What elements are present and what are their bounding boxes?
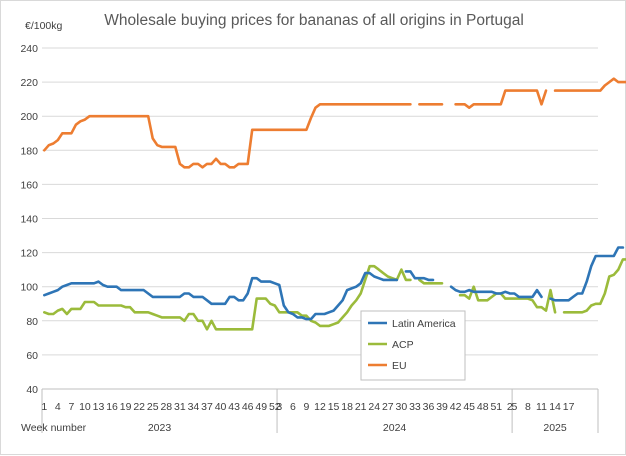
x-tick-label: 6 xyxy=(290,401,296,413)
x-tick-label: 14 xyxy=(549,401,561,413)
x-tick-label: 49 xyxy=(255,401,267,413)
x-tick-label: 18 xyxy=(341,401,353,413)
x-tick-label: 40 xyxy=(215,401,227,413)
series-line-eu xyxy=(43,77,626,169)
x-tick-label: 24 xyxy=(368,401,380,413)
y-tick-label: 60 xyxy=(26,350,38,362)
series-line-latin-america xyxy=(43,246,625,321)
gridlines xyxy=(42,47,598,390)
x-tick-label: 27 xyxy=(382,401,394,413)
y-tick-label: 220 xyxy=(20,77,38,89)
x-tick-label: 37 xyxy=(201,401,213,413)
series-line-acp xyxy=(43,258,626,331)
x-tick-label: 9 xyxy=(304,401,310,413)
x-tick-label: 1 xyxy=(41,401,47,413)
x-tick-label: 16 xyxy=(106,401,118,413)
x-tick-label: 3 xyxy=(276,401,282,413)
y-tick-label: 120 xyxy=(20,248,38,260)
x-tick-label: 2 xyxy=(507,401,513,413)
x-tick-label: 19 xyxy=(120,401,132,413)
x-tick-label: 43 xyxy=(228,401,240,413)
x-tick-label: 46 xyxy=(242,401,254,413)
x-tick-label: 4 xyxy=(55,401,61,413)
x-axis-label: Week number xyxy=(21,422,87,434)
x-tick-label: 13 xyxy=(93,401,105,413)
x-tick-label: 28 xyxy=(160,401,172,413)
x-tick-label: 10 xyxy=(79,401,91,413)
x-tick-label: 33 xyxy=(409,401,421,413)
chart-title: Wholesale buying prices for bananas of a… xyxy=(104,12,524,29)
x-tick-label: 12 xyxy=(314,401,326,413)
x-tick-label: 21 xyxy=(355,401,367,413)
year-label: 2024 xyxy=(383,422,407,434)
year-label: 2023 xyxy=(148,422,172,434)
x-tick-label: 8 xyxy=(525,401,531,413)
x-tick-label: 36 xyxy=(423,401,435,413)
year-labels: 2023 2024 2025 xyxy=(148,422,567,434)
x-tick-label: 11 xyxy=(536,401,547,413)
legend-label: EU xyxy=(392,360,407,372)
y-tick-label: 80 xyxy=(26,316,38,328)
legend-label: Latin America xyxy=(392,318,456,330)
y-axis-ticks: 40 60 80 100 120 140 160 180 200 220 240 xyxy=(20,43,38,396)
x-tick-label: 15 xyxy=(328,401,340,413)
x-tick-label: 51 xyxy=(490,401,502,413)
x-tick-label: 39 xyxy=(436,401,448,413)
x-tick-label: 31 xyxy=(174,401,186,413)
legend-label: ACP xyxy=(392,339,414,351)
x-tick-label: 22 xyxy=(133,401,145,413)
year-label: 2025 xyxy=(543,422,567,434)
series-lines xyxy=(43,77,626,331)
y-axis-unit-label: €/100kg xyxy=(25,20,63,32)
x-axis: 1 4 7 10 13 16 19 22 25 28 31 34 37 40 43 46 49 523 6 9 12 15… xyxy=(41,388,599,433)
x-tick-label: 5 xyxy=(511,401,517,413)
x-tick-label: 52 xyxy=(269,401,281,413)
y-tick-label: 200 xyxy=(20,111,38,123)
x-tick-label: 34 xyxy=(188,401,200,413)
x-tick-label: 7 xyxy=(68,401,74,413)
y-tick-label: 40 xyxy=(26,384,38,396)
y-tick-label: 100 xyxy=(20,282,38,294)
x-tick-label: 25 xyxy=(147,401,159,413)
y-tick-label: 160 xyxy=(20,179,38,191)
y-tick-label: 180 xyxy=(20,145,38,157)
y-tick-label: 140 xyxy=(20,214,38,226)
x-tick-label: 48 xyxy=(477,401,489,413)
legend: Latin America ACP EU xyxy=(360,310,466,381)
x-tick-label: 45 xyxy=(463,401,475,413)
x-tick-label: 17 xyxy=(563,401,575,413)
y-tick-label: 240 xyxy=(20,43,38,55)
x-tick-label: 30 xyxy=(396,401,408,413)
x-tick-label: 42 xyxy=(450,401,462,413)
